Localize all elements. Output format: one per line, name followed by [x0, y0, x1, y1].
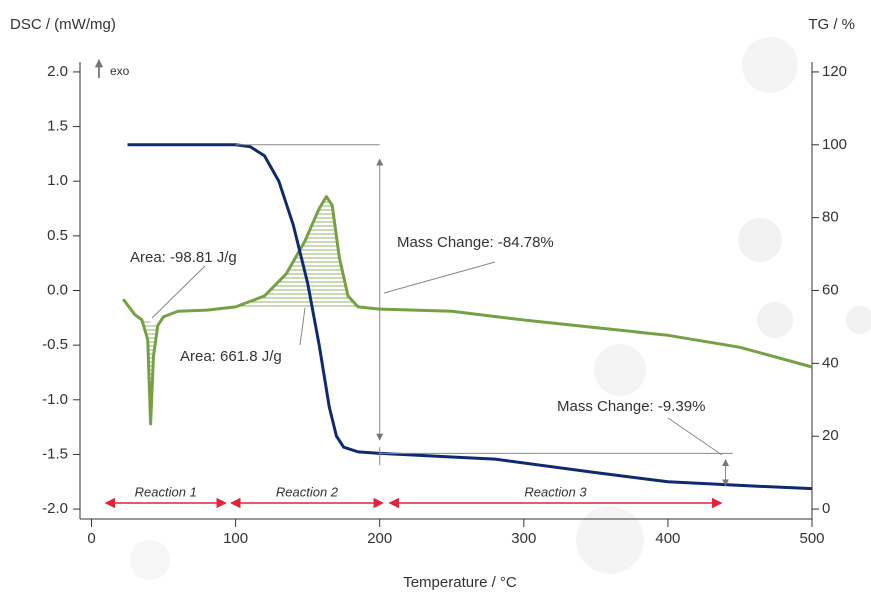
y-tick-label: 1.5	[47, 118, 68, 135]
leader-line	[668, 418, 722, 455]
background-decoration	[130, 37, 871, 580]
exo-label: exo	[110, 64, 130, 78]
x-tick-label: 500	[799, 530, 824, 547]
y2-tick-label: 0	[822, 500, 830, 517]
y-tick-label: -1.5	[42, 445, 68, 462]
y2-axis-title: TG / %	[808, 16, 855, 33]
x-tick-label: 200	[367, 530, 392, 547]
y2-tick-label: 120	[822, 63, 847, 80]
annotation: Mass Change: -84.78%	[397, 234, 554, 251]
leader-line	[384, 262, 495, 293]
y-tick-label: 1.0	[47, 172, 68, 189]
x-tick-label: 300	[511, 530, 536, 547]
annotation: Mass Change: -9.39%	[557, 398, 705, 415]
x-axis-title: Temperature / °C	[403, 574, 517, 591]
leader-line	[300, 308, 305, 345]
y2-tick-label: 20	[822, 427, 839, 444]
y-tick-label: 2.0	[47, 63, 68, 80]
annotation: Area: -98.81 J/g	[130, 249, 237, 266]
x-tick-label: 100	[223, 530, 248, 547]
reaction-label: Reaction 1	[135, 484, 197, 499]
y-tick-label: -1.0	[42, 391, 68, 408]
y-tick-label: 0.5	[47, 227, 68, 244]
chart: DSC / (mW/mg) TG / % Temperature / °C ex…	[0, 0, 871, 595]
reaction-label: Reaction 3	[524, 484, 587, 499]
series-line	[128, 145, 812, 489]
y-tick-label: -2.0	[42, 500, 68, 517]
x-tick-label: 0	[87, 530, 95, 547]
y2-tick-label: 60	[822, 281, 839, 298]
y-axis-title: DSC / (mW/mg)	[10, 16, 116, 33]
y2-tick-label: 80	[822, 209, 839, 226]
x-tick-label: 400	[655, 530, 680, 547]
series-line	[123, 197, 812, 424]
y2-tick-label: 100	[822, 136, 847, 153]
y-tick-label: -0.5	[42, 336, 68, 353]
y-tick-label: 0.0	[47, 281, 68, 298]
annotation: Area: 661.8 J/g	[180, 348, 282, 365]
reaction-label: Reaction 2	[276, 484, 339, 499]
y2-tick-label: 40	[822, 354, 839, 371]
